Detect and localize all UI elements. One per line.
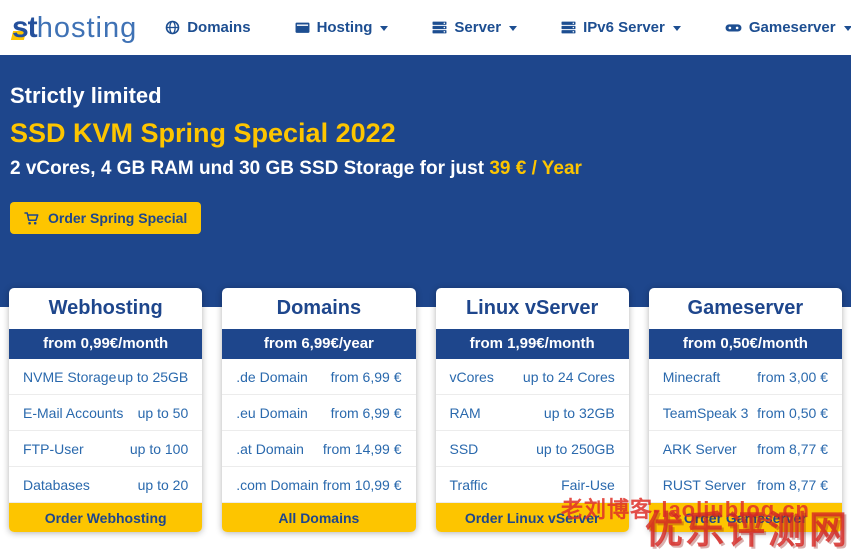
hero-subtitle: 2 vCores, 4 GB RAM und 30 GB SSD Storage… — [10, 158, 841, 180]
row-value: up to 100 — [129, 440, 189, 457]
row-value: up to 25GB — [117, 368, 189, 385]
table-row: vCores up to 24 Cores — [435, 359, 629, 395]
table-row: NVME Storage up to 25GB — [9, 359, 203, 395]
window-icon — [295, 20, 310, 35]
hero-section: Strictly limited SSD KVM Spring Special … — [0, 55, 851, 286]
table-row: RAM up to 32GB — [435, 395, 629, 431]
row-label: ARK Server — [662, 440, 737, 457]
hero-eyebrow: Strictly limited — [10, 83, 162, 108]
row-value: from 14,99 € — [322, 440, 402, 457]
nav-item-label: IPv6 Server — [583, 19, 665, 36]
row-label: .com Domain — [236, 476, 319, 493]
card-price-banner: from 6,99€/year — [222, 329, 416, 359]
row-label: RUST Server — [662, 476, 746, 493]
row-value: from 0,50 € — [757, 404, 828, 421]
row-value: up to 20 — [137, 476, 189, 493]
row-label: .eu Domain — [236, 404, 308, 421]
row-value: Fair-Use — [561, 476, 615, 493]
brand-logo[interactable]: st hosting — [12, 11, 137, 45]
order-webhosting-button[interactable]: Order Webhosting — [9, 503, 203, 532]
row-value: from 3,00 € — [757, 368, 828, 385]
table-row: FTP-User up to 100 — [9, 431, 203, 467]
nav-items: Domains Hosting Server IPv6 S — [165, 19, 851, 36]
nav-item-label: Server — [454, 19, 502, 36]
row-value: up to 32GB — [543, 404, 615, 421]
card-title: Linux vServer — [465, 297, 599, 319]
row-value: from 6,99 € — [330, 404, 402, 421]
card-title: Gameserver — [687, 297, 804, 319]
brand-logo-name: hosting — [36, 11, 138, 44]
row-value: up to 50 — [137, 404, 189, 421]
row-label: Minecraft — [662, 368, 721, 385]
nav-item-domains[interactable]: Domains — [165, 19, 251, 36]
table-row: TeamSpeak 3 from 0,50 € — [648, 395, 842, 431]
row-label: vCores — [449, 368, 494, 385]
table-row: ARK Server from 8,77 € — [648, 431, 842, 467]
card-domains: Domains from 6,99€/year .de Domain from … — [222, 288, 416, 532]
server-icon — [432, 20, 447, 35]
row-label: E-Mail Accounts — [23, 404, 124, 421]
card-gameserver: Gameserver from 0,50€/month Minecraft fr… — [648, 288, 842, 532]
all-domains-button[interactable]: All Domains — [222, 503, 416, 532]
chevron-down-icon — [843, 26, 851, 31]
navbar: st hosting Domains Hosting Se — [0, 0, 851, 55]
row-label: FTP-User — [23, 440, 84, 457]
row-label: .de Domain — [236, 368, 308, 385]
nav-item-server[interactable]: Server — [432, 19, 518, 36]
row-label: TeamSpeak 3 — [662, 404, 749, 421]
chevron-down-icon — [380, 26, 389, 31]
order-spring-special-label: Order Spring Special — [48, 210, 188, 226]
card-linux-vserver: Linux vServer from 1,99€/month vCores up… — [435, 288, 629, 532]
nav-item-label: Gameserver — [748, 19, 836, 36]
cart-icon — [24, 211, 40, 226]
server-icon — [561, 20, 576, 35]
order-spring-special-button[interactable]: Order Spring Special — [10, 202, 202, 234]
table-row: Traffic Fair-Use — [435, 467, 629, 503]
card-price-banner: from 0,50€/month — [648, 329, 842, 359]
hero-subtitle-text: 2 vCores, 4 GB RAM und 30 GB SSD Storage… — [10, 158, 490, 179]
row-value: up to 250GB — [536, 440, 615, 457]
order-gameserver-button[interactable]: Order Gameserver — [648, 503, 842, 532]
nav-item-gameserver[interactable]: Gameserver — [725, 19, 851, 36]
gamepad-icon — [725, 20, 742, 35]
chevron-down-icon — [672, 26, 681, 31]
nav-item-ipv6-server[interactable]: IPv6 Server — [561, 19, 681, 36]
table-row: SSD up to 250GB — [435, 431, 629, 467]
table-row: .de Domain from 6,99 € — [222, 359, 416, 395]
card-title: Domains — [276, 297, 362, 319]
table-row: .eu Domain from 6,99 € — [222, 395, 416, 431]
row-value: from 8,77 € — [757, 476, 828, 493]
row-label: NVME Storage — [23, 368, 117, 385]
table-row: Minecraft from 3,00 € — [648, 359, 842, 395]
globe-icon — [165, 20, 180, 35]
row-label: RAM — [449, 404, 481, 421]
table-row: Databases up to 20 — [9, 467, 203, 503]
hero-price: 39 € / Year — [489, 158, 582, 179]
card-title: Webhosting — [48, 297, 163, 319]
card-price-banner: from 1,99€/month — [435, 329, 629, 359]
card-price-banner: from 0,99€/month — [9, 329, 203, 359]
order-linux-vserver-button[interactable]: Order Linux vServer — [435, 503, 629, 532]
table-row: .at Domain from 14,99 € — [222, 431, 416, 467]
table-row: .com Domain from 10,99 € — [222, 467, 416, 503]
chevron-down-icon — [509, 26, 518, 31]
row-label: SSD — [449, 440, 479, 457]
row-value: from 8,77 € — [757, 440, 828, 457]
card-webhosting: Webhosting from 0,99€/month NVME Storage… — [9, 288, 203, 532]
hero-title: SSD KVM Spring Special 2022 — [10, 118, 396, 148]
row-value: up to 24 Cores — [522, 368, 615, 385]
pricing-cards-section: Webhosting from 0,99€/month NVME Storage… — [0, 286, 851, 549]
row-label: .at Domain — [236, 440, 304, 457]
row-value: from 10,99 € — [322, 476, 402, 493]
row-value: from 6,99 € — [330, 368, 402, 385]
row-label: Traffic — [449, 476, 488, 493]
brand-logo-st: st — [12, 10, 38, 44]
table-row: E-Mail Accounts up to 50 — [9, 395, 203, 431]
table-row: RUST Server from 8,77 € — [648, 467, 842, 503]
nav-item-hosting[interactable]: Hosting — [295, 19, 389, 36]
nav-item-label: Domains — [187, 19, 251, 36]
nav-item-label: Hosting — [316, 19, 373, 36]
row-label: Databases — [23, 476, 90, 493]
